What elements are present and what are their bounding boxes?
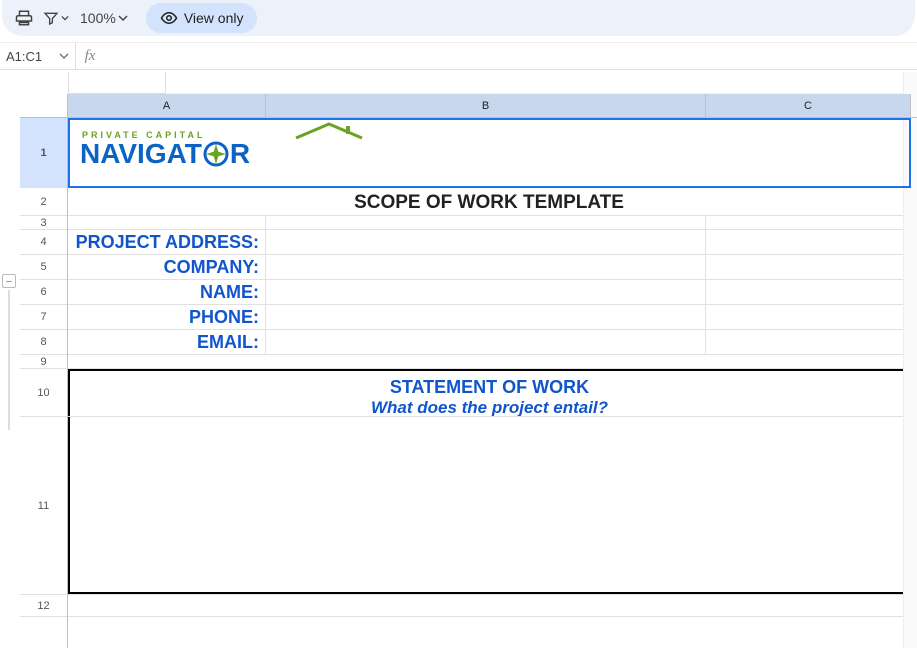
cell-title[interactable]: SCOPE OF WORK TEMPLATE [68, 188, 911, 215]
row-4: PROJECT ADDRESS: [68, 230, 917, 255]
cell-a1-c1[interactable]: PRIVATE CAPITAL NAVIGAT R [68, 118, 911, 187]
fx-icon: fx [76, 48, 104, 65]
cells-area: PRIVATE CAPITAL NAVIGAT R [68, 118, 917, 648]
row-group-gutter [0, 72, 20, 648]
cell-b5[interactable] [266, 255, 706, 279]
filter-icon[interactable] [42, 4, 70, 32]
row-8: EMAIL: [68, 330, 917, 355]
row-2: SCOPE OF WORK TEMPLATE [68, 188, 917, 216]
logo: PRIVATE CAPITAL NAVIGAT R [68, 118, 910, 178]
cell-b8[interactable] [266, 330, 706, 354]
row-9 [68, 355, 917, 369]
row-header-1[interactable]: 1 [20, 118, 67, 188]
name-box-value: A1:C1 [6, 49, 42, 64]
row-header-2[interactable]: 2 [20, 188, 67, 216]
cell-b4[interactable] [266, 230, 706, 254]
print-icon[interactable] [10, 4, 38, 32]
cell-sow-header[interactable]: STATEMENT OF WORK What does the project … [68, 369, 911, 416]
label-project-address[interactable]: PROJECT ADDRESS: [68, 230, 266, 254]
toolbar: 100% View only [2, 0, 915, 36]
cell-c5[interactable] [706, 255, 911, 279]
row-header-3[interactable]: 3 [20, 216, 67, 230]
formula-bar-row: A1:C1 fx [0, 42, 917, 70]
cell-c3[interactable] [706, 216, 911, 229]
row-3 [68, 216, 917, 230]
select-all-corner[interactable] [20, 94, 68, 118]
view-only-label: View only [184, 10, 244, 26]
row-header-11[interactable]: 11 [20, 417, 67, 595]
zoom-value: 100% [80, 10, 116, 26]
row-header-12[interactable]: 12 [20, 595, 67, 617]
row-12 [68, 595, 917, 617]
cell-c4[interactable] [706, 230, 911, 254]
logo-roof-icon [294, 122, 364, 140]
row-10: STATEMENT OF WORK What does the project … [68, 369, 917, 417]
name-box[interactable]: A1:C1 [0, 43, 76, 69]
label-phone[interactable]: PHONE: [68, 305, 266, 329]
sow-title: STATEMENT OF WORK [70, 377, 909, 398]
label-name[interactable]: NAME: [68, 280, 266, 304]
view-only-badge[interactable]: View only [146, 3, 258, 33]
column-headers: A B C [68, 94, 917, 118]
row-7: PHONE: [68, 305, 917, 330]
row-group-line [8, 290, 10, 430]
cell-sow-body[interactable] [68, 417, 911, 594]
vertical-scrollbar[interactable] [903, 72, 917, 648]
row-header-10[interactable]: 10 [20, 369, 67, 417]
cell-c6[interactable] [706, 280, 911, 304]
row-header-6[interactable]: 6 [20, 280, 67, 305]
col-header-a[interactable]: A [68, 94, 266, 117]
col-header-b[interactable]: B [266, 94, 706, 117]
cell-b6[interactable] [266, 280, 706, 304]
row-header-4[interactable]: 4 [20, 230, 67, 255]
row-header-9[interactable]: 9 [20, 355, 67, 369]
row-header-8[interactable]: 8 [20, 330, 67, 355]
label-email[interactable]: EMAIL: [68, 330, 266, 354]
col-header-c[interactable]: C [706, 94, 911, 117]
row-1: PRIVATE CAPITAL NAVIGAT R [68, 118, 917, 188]
row-6: NAME: [68, 280, 917, 305]
row-header-5[interactable]: 5 [20, 255, 67, 280]
sow-subtitle: What does the project entail? [70, 398, 909, 416]
formula-input[interactable] [104, 43, 917, 69]
row-11 [68, 417, 917, 595]
row-header-7[interactable]: 7 [20, 305, 67, 330]
row-5: COMPANY: [68, 255, 917, 280]
cell-a12-c12[interactable] [68, 595, 911, 616]
compass-icon [203, 141, 229, 167]
cell-a3[interactable] [68, 216, 266, 229]
cell-b7[interactable] [266, 305, 706, 329]
cell-c7[interactable] [706, 305, 911, 329]
cell-b3[interactable] [266, 216, 706, 229]
cell-a9-c9[interactable] [68, 355, 911, 368]
row-group-toggle[interactable]: – [2, 274, 16, 288]
eye-icon [160, 9, 178, 27]
sheet-tab-strip [68, 72, 917, 94]
chevron-down-icon [59, 51, 69, 61]
label-company[interactable]: COMPANY: [68, 255, 266, 279]
row-headers: 1 2 3 4 5 6 7 8 9 10 11 12 [20, 118, 68, 648]
zoom-dropdown[interactable]: 100% [74, 10, 134, 26]
logo-title: NAVIGAT R [80, 140, 250, 168]
cell-c8[interactable] [706, 330, 911, 354]
